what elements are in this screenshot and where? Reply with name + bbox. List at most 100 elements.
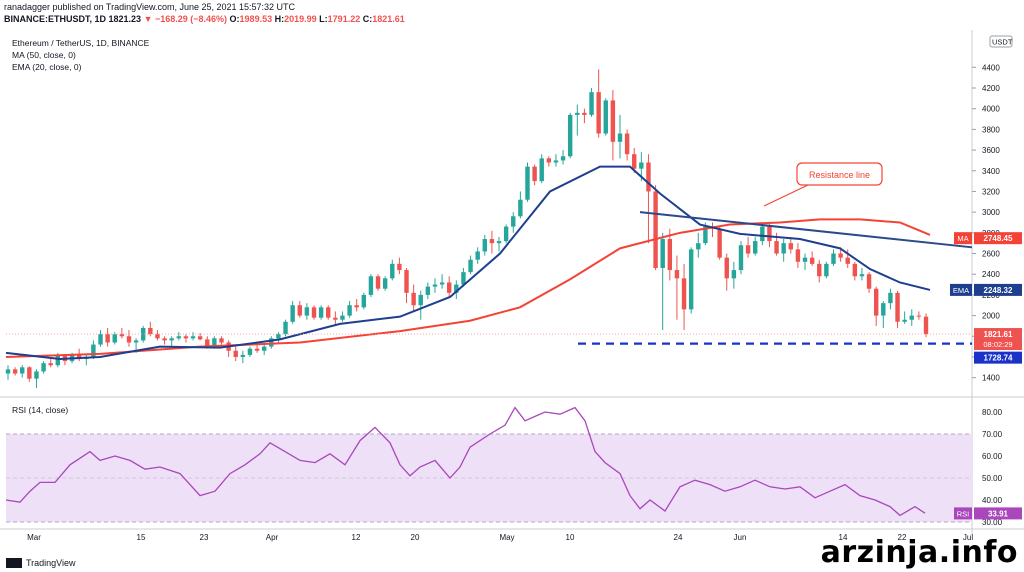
tradingview-logo[interactable]: TradingView [6, 558, 76, 568]
candle-body [696, 243, 701, 250]
rsi-tick-label: 30.00 [982, 518, 1003, 527]
candle-body [617, 133, 623, 142]
date-tick-label: May [499, 533, 514, 542]
candle-body [639, 162, 644, 169]
price-tick-label: 1400 [982, 374, 1000, 383]
candle-body [240, 354, 246, 357]
candle-body [304, 307, 310, 316]
candle-body [261, 346, 267, 351]
support-value-label-bg [974, 351, 1022, 364]
candle-body [105, 334, 110, 343]
candle-body [119, 334, 125, 337]
candle-body [745, 245, 751, 254]
candle-body [738, 245, 744, 271]
date-tick-label: 10 [566, 533, 575, 542]
date-tick-label: Mar [27, 533, 41, 542]
currency-box [989, 35, 1013, 48]
candle-body [567, 114, 573, 157]
date-tick-label: 12 [352, 533, 361, 542]
ema20-line [5, 165, 931, 361]
candle-body [20, 367, 25, 374]
price-tick-label: 4200 [982, 84, 1000, 93]
candle-body [219, 338, 224, 343]
candle-body [91, 344, 96, 357]
candle-body [283, 321, 288, 335]
candle-body [646, 162, 651, 192]
candle-body [881, 303, 886, 316]
candle-body [859, 274, 865, 277]
candle-body [183, 336, 189, 339]
candle-body [126, 336, 132, 343]
candle-body [895, 292, 900, 322]
candle-body [27, 367, 32, 379]
ohlc-high: 2019.99 [284, 14, 317, 24]
date-tick-label: 20 [411, 533, 420, 542]
support-value-label: 1728.74 [984, 354, 1013, 363]
candle-body [247, 348, 253, 355]
candle-body [482, 239, 487, 252]
candle-body [397, 263, 402, 271]
ma-value-label-bg [974, 232, 1022, 245]
candle-body [133, 340, 139, 343]
candle-body [760, 226, 765, 242]
date-tick-label: Apr [266, 533, 279, 542]
candle-body [290, 305, 295, 322]
candle-body [148, 328, 153, 335]
ohlc-open-label: O: [229, 14, 240, 24]
candle-body [76, 354, 82, 360]
publisher-line: ranadagger published on TradingView.com,… [4, 2, 296, 12]
candle-body [831, 253, 836, 264]
candle-body [12, 369, 18, 374]
candle-body [169, 338, 174, 341]
candle-body [923, 316, 929, 335]
candle-body [269, 338, 274, 347]
date-tick-label: 23 [200, 533, 209, 542]
candle-body [717, 228, 722, 258]
candle-body [297, 305, 302, 316]
candle-body [824, 263, 829, 277]
price-tick-label: 2000 [982, 312, 1000, 321]
rsi-tag: RSI [957, 509, 970, 518]
ema-value-label-bg [974, 283, 1022, 296]
ema-legend: EMA (20, close, 0) [12, 62, 82, 72]
candle-body [375, 276, 381, 289]
candle-body [5, 369, 11, 374]
ohlc-high-label: H: [274, 14, 285, 24]
candle-body [845, 257, 850, 264]
candle-body [468, 259, 473, 273]
ma-value-label: 2748.45 [984, 234, 1013, 243]
last-price-label: 1821.61 [984, 330, 1013, 339]
ma50-line [5, 218, 931, 358]
candle-body [589, 92, 594, 115]
candle-body [326, 307, 331, 318]
candle-body [34, 371, 39, 379]
candle-body [404, 270, 409, 293]
ema-value-label: 2248.32 [984, 286, 1013, 295]
candle-body [162, 338, 167, 341]
candle-body [817, 263, 822, 277]
candle-body [511, 216, 516, 227]
candle-body [809, 257, 815, 264]
candle-body [909, 315, 914, 320]
candle-body [753, 241, 758, 254]
rsi-tick-label: 80.00 [982, 408, 1003, 417]
candle-body [425, 286, 431, 295]
candle-body [575, 112, 580, 115]
candle-body [703, 226, 708, 244]
candle-body [503, 226, 509, 242]
candle-body [233, 350, 238, 357]
rsi-tick-label: 70.00 [982, 430, 1003, 439]
price-tick-label: 3000 [982, 208, 1000, 217]
candle-body [318, 307, 324, 318]
candle-body [475, 251, 480, 260]
candle-body [155, 334, 160, 339]
rsi-legend: RSI (14, close) [12, 405, 69, 415]
candle-body [774, 241, 779, 254]
candle-body [361, 294, 367, 308]
date-tick-label: 15 [137, 533, 146, 542]
candle-body [41, 363, 46, 372]
candle-body [340, 315, 345, 320]
candle-body [788, 243, 793, 250]
currency-label: USDT [992, 38, 1013, 47]
